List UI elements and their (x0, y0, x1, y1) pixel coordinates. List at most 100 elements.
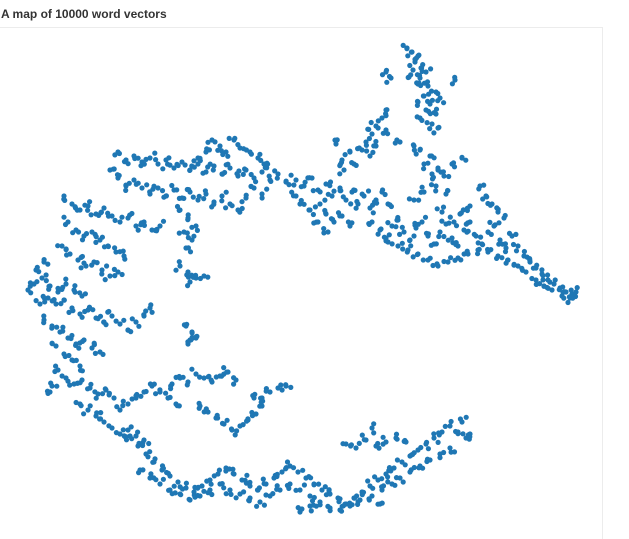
data-point-right-arm-24-2 (513, 248, 520, 254)
data-point-upper-left-band-56-1 (185, 235, 191, 241)
data-point-right-arm-62-1 (447, 214, 453, 220)
data-point-bottom-band-73-1 (400, 479, 406, 485)
data-point-bottom-band-36-1 (418, 444, 424, 451)
data-point-bottom-band-43-1 (463, 414, 469, 420)
data-point-bottom-band-83-2 (380, 434, 386, 440)
data-point-lower-left-19-1 (114, 404, 120, 410)
data-point-top-arm-18-1 (435, 98, 441, 104)
data-point-bottom-band-31-2 (379, 476, 385, 482)
data-point-right-arm-3-1 (393, 224, 399, 230)
data-point-lower-left-38-2 (214, 412, 220, 418)
data-point-upper-left-band-9-1 (187, 167, 193, 173)
data-point-left-column-46-2 (95, 316, 101, 322)
data-point-upper-right-cluster-25-2 (445, 188, 451, 194)
data-point-left-column-34-2 (46, 286, 52, 292)
data-point-right-arm-12-2 (439, 218, 445, 224)
data-point-bottom-band-11-2 (211, 473, 217, 479)
data-point-left-column-49-1 (121, 317, 127, 323)
data-point-right-arm-10-1 (433, 241, 439, 247)
data-point-lower-left-11-1 (87, 403, 93, 409)
data-point-right-arm-56-2 (484, 194, 490, 200)
data-point-lower-left-46-1 (279, 387, 285, 393)
data-point-left-column-35-1 (55, 285, 61, 291)
data-point-right-arm-5-1 (399, 224, 405, 230)
data-point-left-column-29-1 (41, 257, 47, 263)
data-point-upper-left-band-11-2 (200, 170, 206, 176)
data-point-upper-left-band-25-2 (232, 135, 238, 141)
data-point-lower-left-15-0 (117, 431, 123, 437)
data-point-right-arm-11-1 (441, 233, 447, 240)
data-point-bottom-band-46-0 (147, 475, 153, 481)
data-point-upper-right-cluster-7-2 (356, 145, 362, 151)
data-point-right-arm-14-2 (453, 240, 459, 246)
data-point-left-column-33-2 (43, 278, 49, 284)
data-point-upper-left-band-31-1 (197, 155, 203, 161)
data-point-right-arm-10-2 (428, 242, 434, 248)
data-point-bottom-band-13-2 (230, 466, 236, 472)
data-point-left-column-61-2 (92, 350, 98, 356)
data-point-bottom-band-32-1 (385, 474, 391, 480)
data-point-bottom-band-61-2 (301, 482, 307, 488)
data-point-bottom-band-60-2 (286, 485, 292, 491)
data-point-bottom-band-45-2 (140, 467, 146, 473)
data-point-bottom-band-2-2 (147, 449, 153, 455)
data-point-upper-left-band-47-1 (229, 203, 235, 209)
data-point-upper-left-band-54-2 (189, 224, 195, 230)
data-point-left-column-7-0 (117, 219, 123, 225)
data-point-right-arm-47-2 (452, 257, 458, 263)
data-point-lower-left-12-1 (98, 410, 104, 416)
data-point-upper-left-band-28-2 (257, 151, 263, 157)
data-point-left-column-31-2 (28, 290, 34, 296)
data-point-upper-right-cluster-12-2 (349, 160, 355, 166)
chart-title: A map of 10000 word vectors (1, 7, 167, 21)
data-point-upper-left-band-38-1 (159, 188, 166, 194)
data-point-lower-left-25-1 (167, 394, 173, 400)
data-point-upper-left-band-39-2 (163, 193, 169, 199)
data-point-top-arm-20-2 (431, 110, 437, 116)
data-point-center-upper-24-2 (289, 189, 295, 195)
data-point-lower-left-16-1 (120, 427, 126, 433)
data-point-right-arm-62-2 (453, 223, 460, 229)
data-point-right-arm-40-2 (519, 267, 526, 273)
data-point-left-column-25-1 (89, 262, 95, 268)
data-point-bottom-band-51-1 (201, 488, 207, 494)
data-point-bottom-band-73-2 (393, 475, 400, 481)
data-point-left-column-36-1 (63, 276, 69, 282)
data-point-right-arm-57-2 (485, 200, 491, 207)
data-point-left-column-53-2 (149, 309, 155, 315)
data-point-right-arm-59-2 (502, 212, 508, 219)
data-point-lower-left-8-2 (48, 380, 54, 386)
data-point-left-column-22-2 (63, 247, 69, 253)
data-point-upper-left-band-34-2 (123, 187, 129, 193)
data-point-center-upper-5-1 (331, 188, 337, 194)
data-point-upper-right-cluster-10-2 (342, 152, 348, 158)
data-point-upper-right-cluster-1-0 (379, 115, 385, 121)
data-point-left-column-36-2 (60, 284, 66, 290)
data-point-upper-right-cluster-21-0 (441, 173, 447, 179)
data-point-top-arm-11-2 (452, 74, 458, 80)
data-point-left-column-52-2 (141, 312, 147, 318)
data-point-top-arm-11-1 (449, 81, 455, 87)
data-point-lower-left-43-2 (249, 413, 256, 419)
data-point-right-arm-6-2 (411, 233, 417, 239)
data-point-bottom-band-19-2 (274, 471, 280, 477)
data-point-bottom-band-72-1 (385, 479, 391, 485)
data-point-top-arm-21-1 (414, 114, 420, 120)
data-point-bottom-band-82-1 (376, 445, 382, 451)
data-point-right-arm-35-2 (565, 299, 571, 306)
data-point-upper-left-band-4-1 (152, 150, 158, 156)
data-point-right-arm-62-0 (451, 219, 457, 225)
data-point-upper-left-band-44-2 (202, 188, 208, 194)
data-point-bottom-band-6-0 (175, 479, 181, 485)
data-point-upper-left-band-19-2 (268, 178, 274, 184)
data-point-bottom-band-12-2 (223, 468, 229, 474)
data-point-bottom-band-10-2 (204, 478, 210, 484)
data-point-bottom-band-22-2 (306, 474, 312, 480)
data-point-left-column-56-2 (60, 328, 66, 334)
data-point-left-column-45-2 (90, 307, 96, 313)
data-point-right-arm-6-1 (407, 237, 413, 244)
data-point-upper-right-cluster-24-1 (428, 182, 435, 188)
data-point-left-column-13-2 (61, 214, 67, 220)
data-point-upper-right-cluster-16-1 (417, 146, 423, 152)
data-point-right-arm-8-1 (415, 221, 421, 227)
